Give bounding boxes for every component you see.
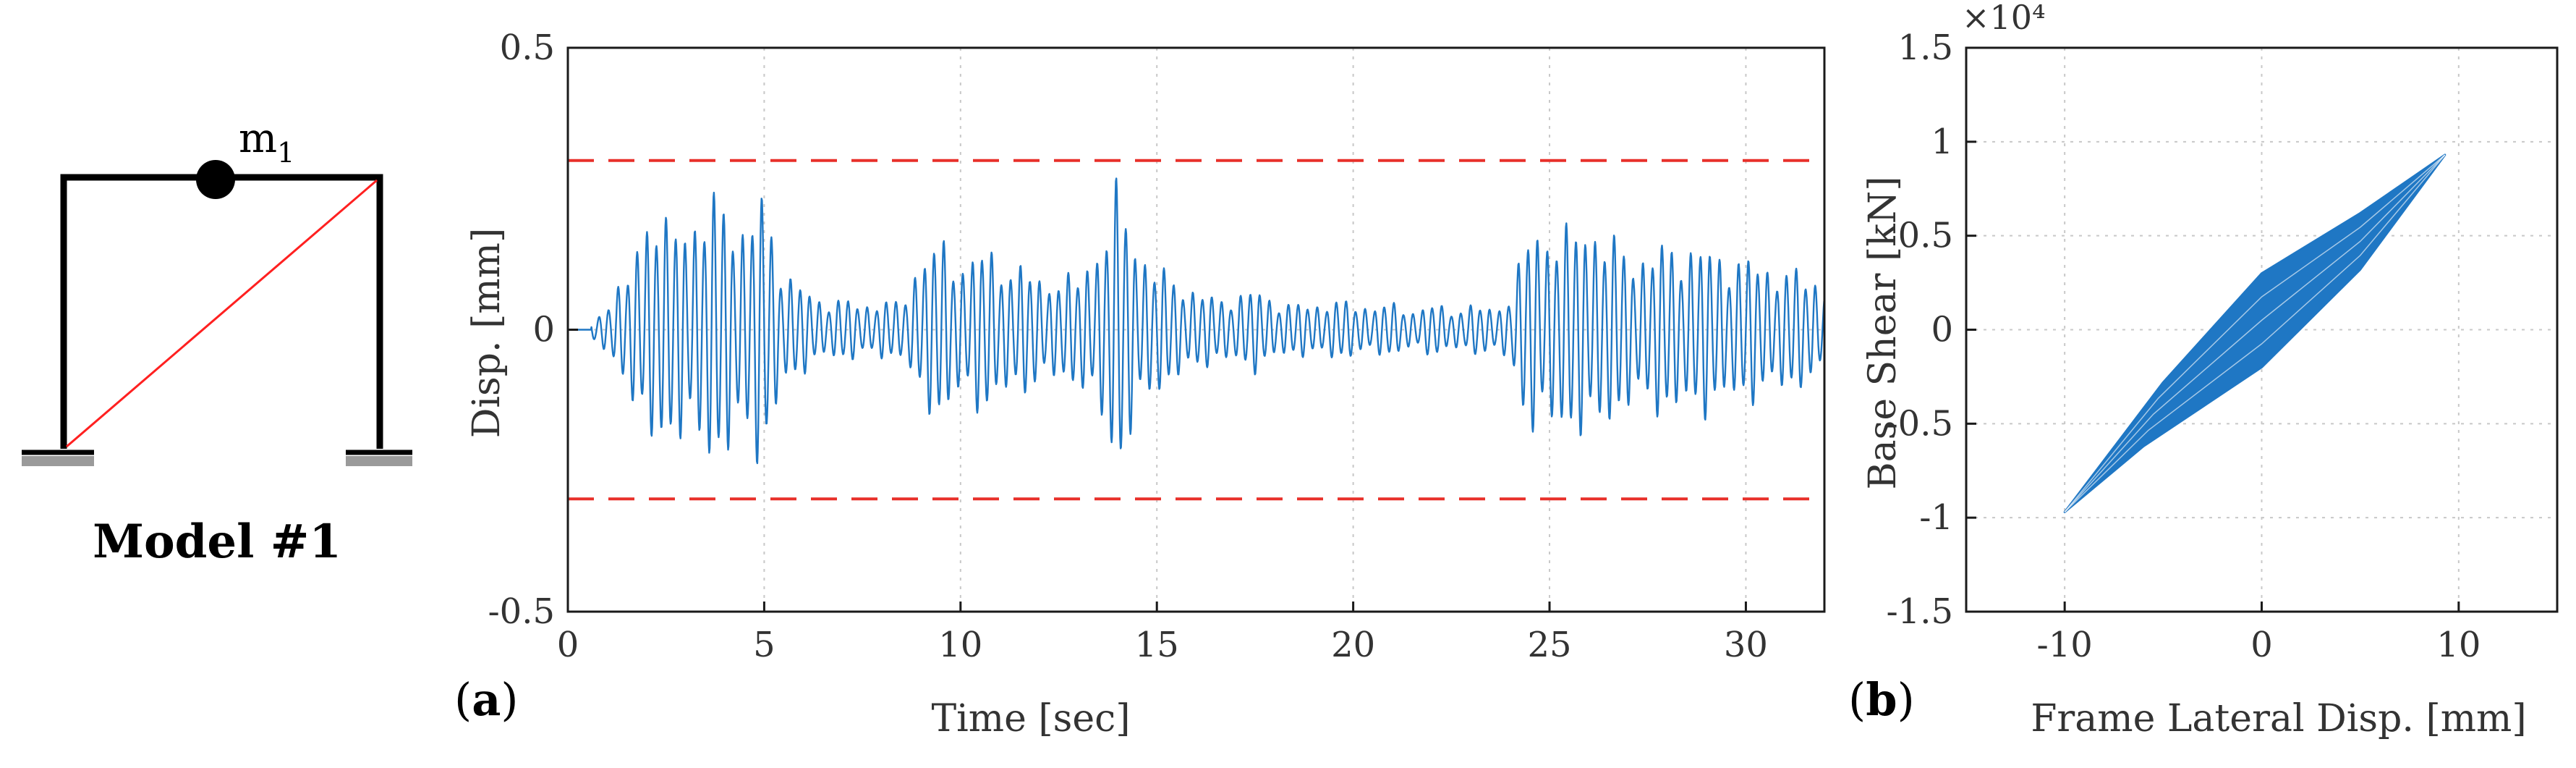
chart-a-x-ticks: 0 5 10 15 20 25 30 — [557, 602, 1768, 665]
chart-b-y-tick-label: -1 — [1919, 497, 1953, 538]
right-support — [346, 450, 412, 466]
chart-b-y-tick-label: 1.5 — [1898, 28, 1953, 68]
chart-b-loop-cycles — [2064, 154, 2446, 512]
chart-b-x-tick-label: 0 — [2250, 625, 2273, 665]
chart-b-y-tick-label: 0.5 — [1898, 216, 1953, 256]
chart-a-x-tick-label: 15 — [1135, 625, 1179, 665]
chart-b-y-tick-label: 0 — [1931, 310, 1953, 350]
chart-a-x-tick-label: 20 — [1331, 625, 1375, 665]
chart-b-loop-cycle-line — [2064, 154, 2446, 512]
chart-b-y-tick-label: -1.5 — [1886, 591, 1953, 632]
chart-a-x-axis-label: Time [sec] — [931, 697, 1130, 740]
chart-b-panel-label: (b) — [1848, 673, 1915, 726]
chart-b-x-axis-label: Frame Lateral Disp. [mm] — [2031, 697, 2526, 740]
chart-a-y-axis-label: Disp. [mm] — [465, 228, 509, 439]
chart-b-hysteresis-loop — [2063, 153, 2447, 513]
chart-b-y-multiplier: ×10⁴ — [1962, 0, 2046, 37]
chart-a-x-tick-label: 10 — [938, 625, 982, 665]
chart-b-y-axis-label: Base Shear [kN] — [1861, 176, 1905, 489]
chart-b-loop-cycle-line — [2064, 154, 2446, 512]
chart-a-y-tick-label: 0 — [532, 310, 555, 350]
chart-b-y-tick-label: -0.5 — [1886, 403, 1953, 444]
chart-a-y-tick-label: -0.5 — [488, 591, 555, 632]
chart-a-x-tick-label: 0 — [557, 625, 579, 665]
chart-b-y-tick-label: 1 — [1931, 122, 1953, 162]
chart-b-loop-cycle-line — [2064, 154, 2446, 512]
chart-a-x-tick-label: 30 — [1724, 625, 1768, 665]
chart-b-x-tick-label: 10 — [2436, 625, 2481, 665]
chart-a-y-tick-label: 0.5 — [500, 28, 555, 68]
model-schematic: m1 Model #1 — [22, 115, 412, 569]
chart-a-time-history: 0 5 10 15 20 25 30 -0.500.5 Time [sec] Disp. [… — [454, 28, 1826, 740]
mass-label: m1 — [239, 115, 294, 169]
model-title: Model #1 — [93, 515, 341, 569]
chart-a-x-tick-label: 5 — [753, 625, 775, 665]
chart-a-x-tick-label: 25 — [1527, 625, 1571, 665]
chart-b-y-ticks: -1.5 -1 -0.5 0 0.5 1 1.5 — [1886, 28, 1976, 632]
left-support — [22, 450, 94, 466]
lumped-mass — [196, 160, 235, 199]
chart-b-x-tick-label: -10 — [2037, 625, 2093, 665]
chart-a-y-ticks: -0.5 0 0.5 — [488, 28, 578, 632]
chart-b-x-ticks: -10 0 10 — [2037, 602, 2481, 665]
chart-a-displacement-series — [567, 177, 1825, 465]
chart-a-panel-label: (a) — [454, 673, 519, 726]
diagonal-brace — [66, 179, 378, 448]
